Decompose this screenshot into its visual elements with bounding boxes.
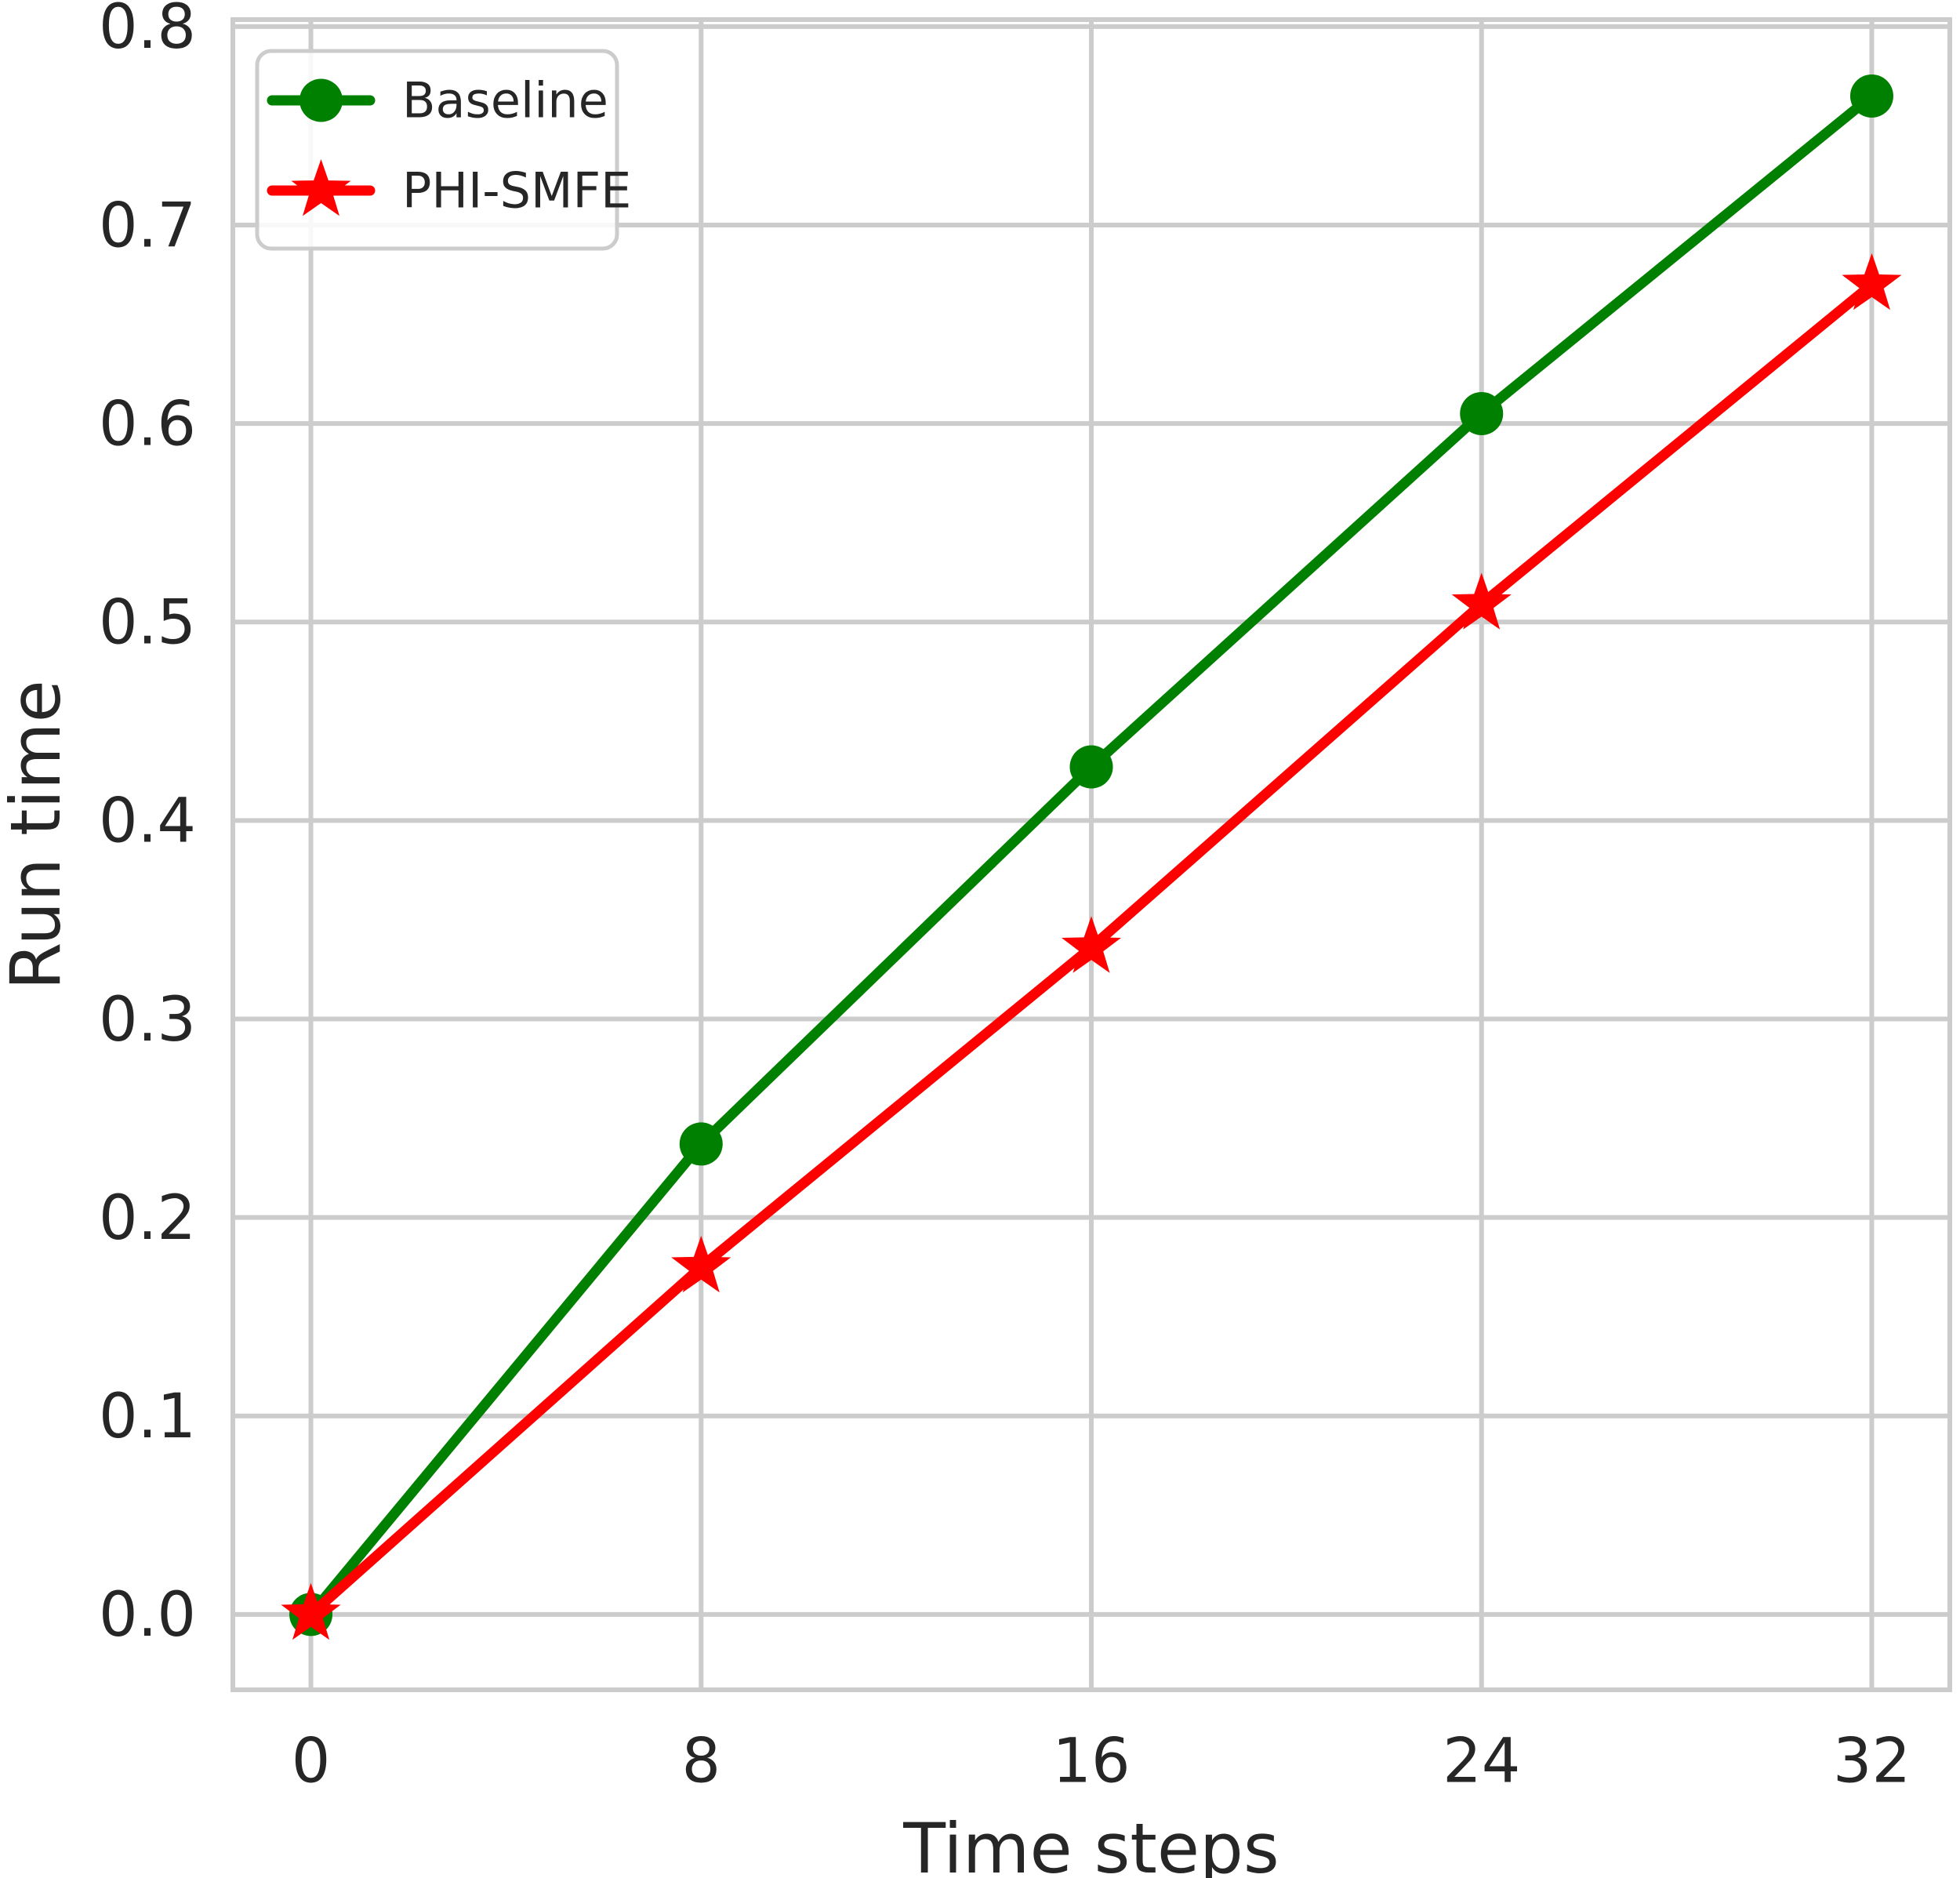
legend-circle-icon [299,78,343,122]
data-point-PHI-SMFE-x0 [281,1582,341,1640]
series-layer [281,74,1902,1640]
x-tick-label-8: 8 [681,1726,720,1796]
x-axis-label: Time steps [902,1808,1279,1878]
data-point-Baseline-x32 [1849,74,1893,118]
data-point-Baseline-x8 [679,1122,723,1166]
x-tick-label-24: 24 [1443,1726,1520,1796]
y-tick-label-0.0: 0.0 [99,1580,196,1651]
data-point-Baseline-x16 [1069,745,1113,789]
data-point-PHI-SMFE-x16 [1062,916,1121,973]
y-tick-label-0.8: 0.8 [99,0,196,63]
y-tick-label-0.4: 0.4 [99,786,196,857]
legend-entry-Baseline: Baseline [267,72,608,129]
y-tick-label-0.1: 0.1 [99,1382,196,1452]
plot-frame [230,17,1952,1692]
data-point-PHI-SMFE-x32 [1842,252,1902,311]
y-axis-label: Run time [0,680,76,990]
y-tick-label-0.7: 0.7 [99,191,196,261]
x-tick-label-32: 32 [1833,1726,1911,1796]
grid-layer [233,20,1950,1690]
series-PHI-SMFE [281,252,1902,1640]
x-tick-label-16: 16 [1052,1726,1130,1796]
legend-label-PHI-SMFE: PHI-SMFE [402,162,631,220]
y-tick-label-0.5: 0.5 [99,588,196,659]
legend-entry-PHI-SMFE: PHI-SMFE [267,159,631,220]
data-point-PHI-SMFE-x8 [671,1235,731,1293]
y-tick-label-0.6: 0.6 [99,389,196,460]
legend: Baseline PHI-SMFE [255,49,631,251]
y-tick-label-0.3: 0.3 [99,985,196,1055]
legend-label-Baseline: Baseline [402,72,608,129]
legend-star-icon [291,159,351,216]
data-point-PHI-SMFE-x24 [1451,572,1512,630]
data-point-Baseline-x24 [1460,391,1504,435]
tick-layer: 0 8 16 24 32 0.0 0.1 0.2 0.3 0.4 0.5 0.6 0.7 0.8 [99,0,1911,1796]
y-tick-label-0.2: 0.2 [99,1183,196,1254]
x-tick-label-0: 0 [292,1726,331,1796]
